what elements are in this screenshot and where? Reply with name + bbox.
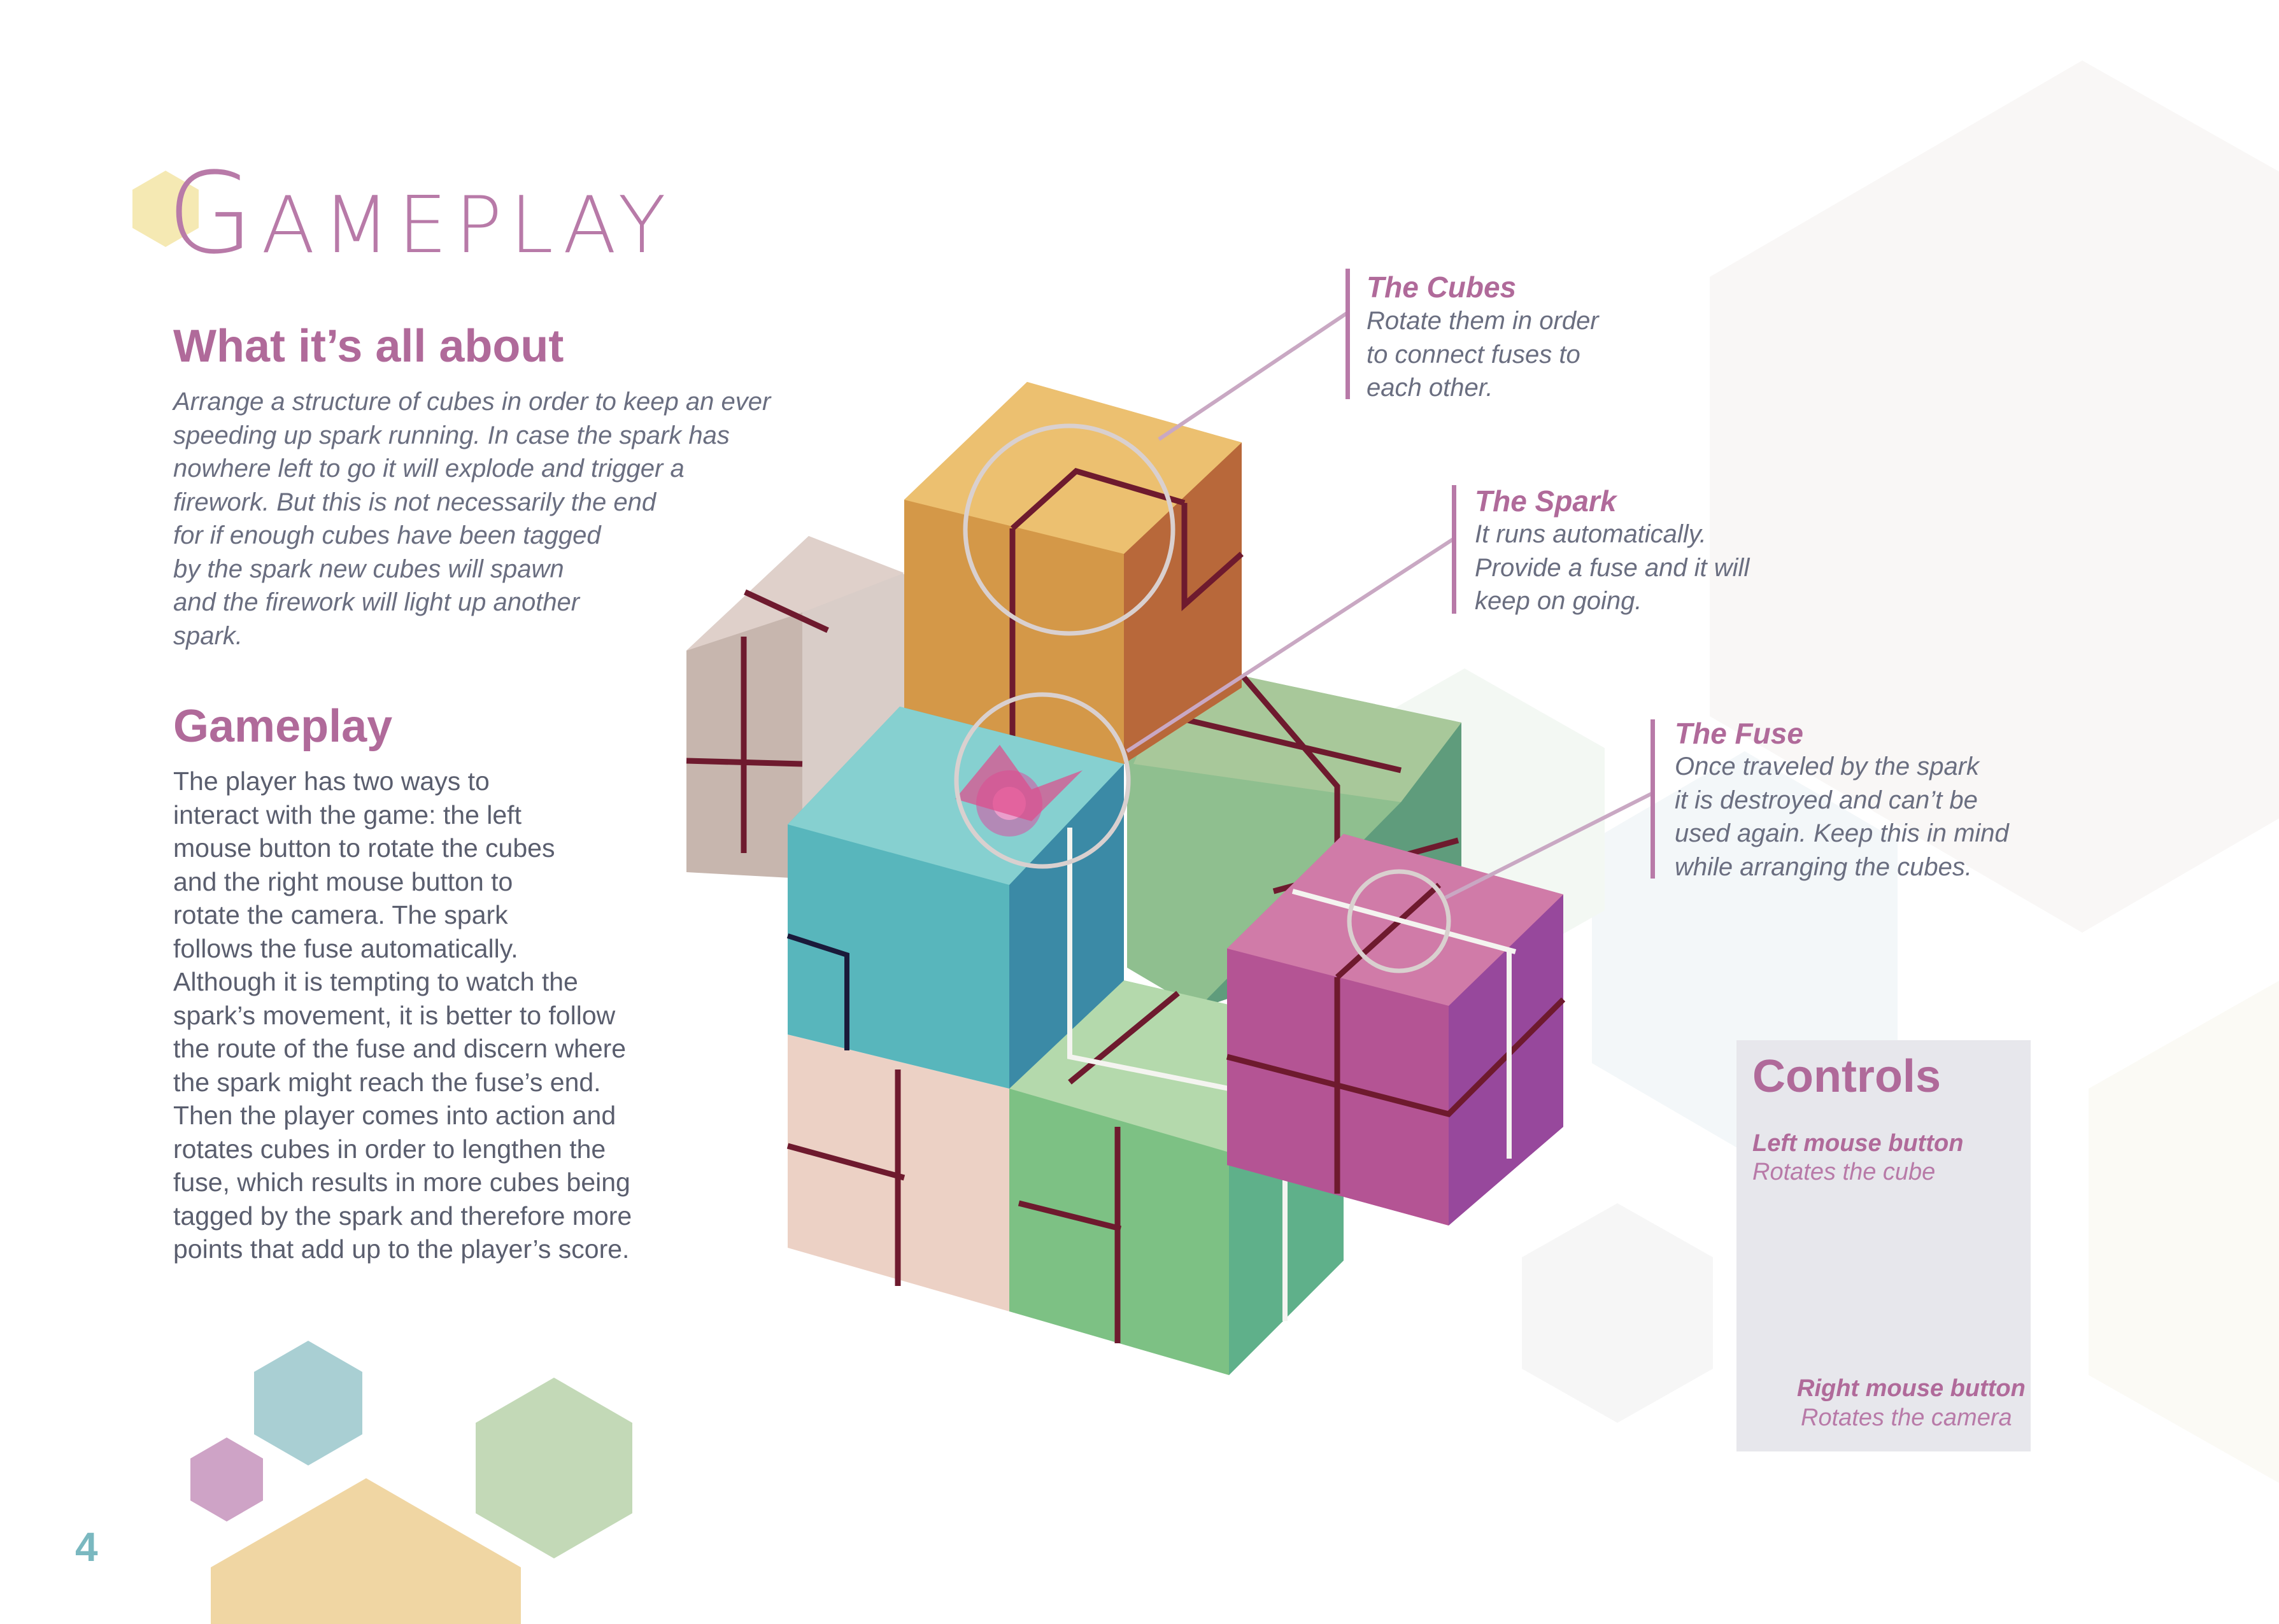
hexagon-teal bbox=[254, 1341, 362, 1465]
controls-panel bbox=[1736, 1040, 2031, 1451]
hexagon-orange bbox=[211, 1478, 521, 1624]
yellow-hexagon-title bbox=[132, 171, 199, 247]
fuse-highlight-circle bbox=[1347, 869, 1451, 973]
cubes-callout-text: Rotate them in order to connect fuses to… bbox=[1367, 307, 1599, 402]
page-title: Gameplay bbox=[167, 148, 674, 279]
right-mouse-button-action: Rotates the camera bbox=[1801, 1404, 2012, 1431]
left-mouse-button-label: Left mouse button bbox=[1752, 1130, 1964, 1157]
fuse-callout-text: Once traveled by the spark it is destroy… bbox=[1675, 752, 2009, 881]
spark-callout-bar bbox=[1452, 485, 1456, 614]
cubes-highlight-circle bbox=[963, 423, 1175, 636]
controls-heading: Controls bbox=[1752, 1051, 1941, 1102]
about-heading: What it’s all about bbox=[173, 321, 564, 372]
hexagon-purple bbox=[190, 1437, 263, 1522]
spark-callout-text: It runs automatically. Provide a fuse an… bbox=[1475, 520, 1750, 615]
hexagon-green bbox=[476, 1378, 632, 1558]
cubes-leader-line bbox=[1158, 310, 1350, 441]
spark-callout-title: The Spark bbox=[1475, 484, 1617, 518]
bg-hexagon-grey bbox=[1522, 1203, 1713, 1423]
cubes-callout-title: The Cubes bbox=[1367, 271, 1517, 304]
bg-hexagon-large bbox=[1710, 60, 2279, 933]
fuse-callout-bar bbox=[1651, 719, 1655, 879]
callout-markers bbox=[954, 423, 1451, 973]
fuse-leader-line bbox=[1444, 791, 1655, 900]
bg-hexagon-right bbox=[2089, 980, 2279, 1483]
left-mouse-button-action: Rotates the cube bbox=[1752, 1159, 1936, 1185]
right-mouse-button-label: Right mouse button bbox=[1797, 1375, 2026, 1402]
cubes-callout-bar bbox=[1345, 269, 1350, 399]
spark-highlight-circle bbox=[954, 692, 1131, 869]
gameplay-body: The player has two ways to interact with… bbox=[173, 766, 632, 1264]
gameplay-heading: Gameplay bbox=[173, 701, 393, 752]
about-body: Arrange a structure of cubes in order to… bbox=[173, 388, 771, 650]
page-number: 4 bbox=[75, 1524, 98, 1570]
fuse-callout-title: The Fuse bbox=[1675, 717, 1803, 750]
spark-leader-line bbox=[1126, 536, 1456, 753]
